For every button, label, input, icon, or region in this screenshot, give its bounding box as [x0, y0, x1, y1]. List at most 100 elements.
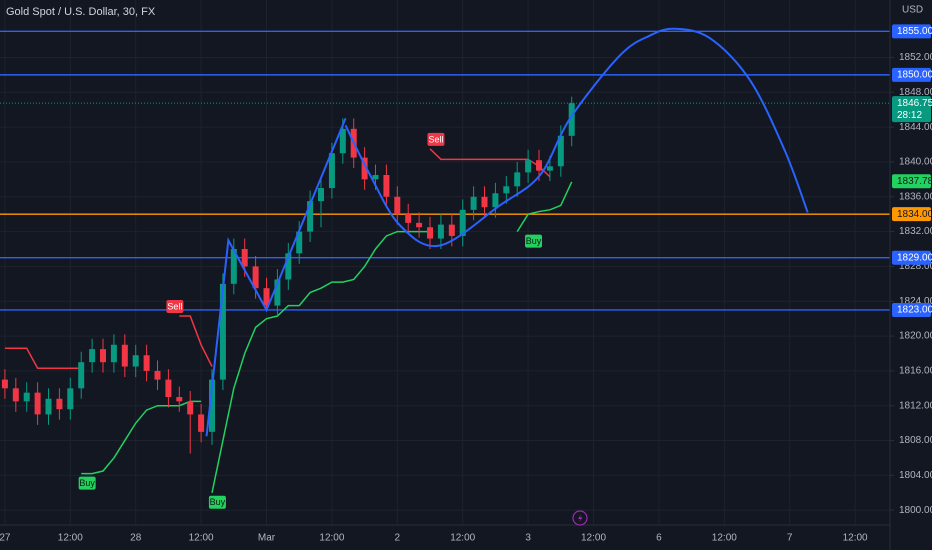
candle-body: [209, 379, 216, 432]
x-tick-label: 6: [656, 533, 662, 544]
price-label: 1855.00: [897, 26, 932, 37]
candle-body: [405, 214, 412, 223]
candle-body: [132, 355, 139, 367]
candle-body: [525, 160, 532, 173]
candle-body: [12, 388, 19, 402]
price-label: 1850.00: [897, 70, 932, 81]
countdown-label: 28:12: [897, 110, 922, 121]
candle-body: [67, 388, 74, 410]
x-tick-label: 28: [130, 533, 142, 544]
indicator-price-bg: [892, 174, 931, 189]
candle-body: [34, 392, 41, 415]
candle-body: [383, 175, 390, 197]
x-tick-label: 12:00: [843, 533, 868, 544]
candle-body: [536, 160, 543, 171]
last-price-label: 1846.75: [897, 98, 932, 109]
price-label: 1829.00: [897, 252, 932, 263]
y-tick-label: 1828.00: [899, 261, 932, 272]
candle-body: [546, 166, 553, 171]
candle-body: [176, 397, 183, 402]
candle-body: [165, 379, 172, 398]
candle-body: [274, 279, 281, 306]
candle-body: [557, 135, 564, 167]
candle-body: [437, 224, 444, 239]
y-tick-label: 1852.00: [899, 52, 932, 63]
candle-body: [23, 392, 30, 402]
candle-body: [307, 201, 314, 232]
x-tick-label: 12:00: [712, 533, 737, 544]
candle-body: [1, 379, 8, 389]
x-tick-label: 7: [787, 533, 793, 544]
x-tick-label: 27: [0, 533, 11, 544]
candle-body: [318, 188, 325, 202]
signal-badge: [427, 132, 445, 146]
candle-body: [285, 253, 292, 280]
signal-label: Buy: [526, 236, 542, 246]
signal-label: Buy: [79, 478, 95, 488]
candle-body: [143, 355, 150, 371]
y-tick-label: 1808.00: [899, 435, 932, 446]
candle-body: [427, 227, 434, 239]
x-tick-label: 12:00: [450, 533, 475, 544]
x-tick-label: Mar: [258, 533, 276, 544]
candle-body: [89, 349, 96, 363]
candle-body: [219, 283, 226, 380]
last-price-bg: [892, 96, 931, 123]
x-tick-label: 12:00: [58, 533, 83, 544]
candle-body: [198, 414, 205, 432]
supertrend-line: [81, 181, 573, 475]
y-tick-label: 1840.00: [899, 157, 932, 168]
candle-body: [241, 249, 248, 267]
candle-body: [492, 193, 499, 208]
x-tick-label: 12:00: [319, 533, 344, 544]
candle-body: [121, 344, 128, 367]
y-tick-label: 1832.00: [899, 226, 932, 237]
candle-body: [481, 196, 488, 208]
candle-body: [110, 344, 117, 363]
price-label-bg: [892, 24, 931, 39]
price-label-bg: [892, 302, 931, 317]
signal-label: Buy: [210, 497, 226, 507]
candle-body: [45, 398, 52, 415]
y-tick-label: 1824.00: [899, 296, 932, 307]
pattern-drawing: [205, 118, 347, 437]
signal-badge: [208, 495, 226, 509]
candle-body: [361, 157, 368, 180]
candle-body: [100, 349, 107, 363]
candle-body: [372, 175, 379, 180]
price-label-bg: [892, 207, 931, 222]
candle-body: [514, 172, 521, 187]
price-label-bg: [892, 250, 931, 265]
candle-body: [263, 288, 270, 306]
x-tick-label: 12:00: [189, 533, 214, 544]
signal-badge: [166, 300, 184, 314]
candle-body: [470, 196, 477, 210]
price-label: 1834.00: [897, 209, 932, 220]
signal-label: Sell: [167, 301, 182, 311]
plot: Sell Sell Buy Buy Buy: [0, 27, 890, 509]
supertrend-line: [211, 230, 431, 493]
price-label: 1823.00: [897, 305, 932, 316]
chart-title: Gold Spot / U.S. Dollar, 30, FX: [6, 6, 156, 18]
candle-body: [154, 370, 161, 380]
candle-body: [416, 222, 423, 228]
candle-body: [448, 224, 455, 236]
y-tick-label: 1804.00: [899, 470, 932, 481]
x-tick-label: 3: [525, 533, 531, 544]
signal-badge: [525, 234, 543, 248]
y-tick-label: 1816.00: [899, 366, 932, 377]
currency-label: USD: [902, 5, 923, 16]
x-tick-label: 2: [395, 533, 401, 544]
candle-body: [187, 401, 194, 415]
candle-body: [78, 362, 85, 389]
price-label-bg: [892, 67, 931, 82]
axes: 1800.00 1804.00 1808.00 1812.00 1816.00 1820.…: [0, 24, 932, 544]
pattern-drawing: [344, 27, 809, 248]
y-tick-label: 1820.00: [899, 331, 932, 342]
replay-icon[interactable]: [572, 510, 588, 526]
candle-body: [503, 186, 510, 194]
candle-body: [252, 266, 259, 289]
icon-circle: [572, 510, 588, 526]
